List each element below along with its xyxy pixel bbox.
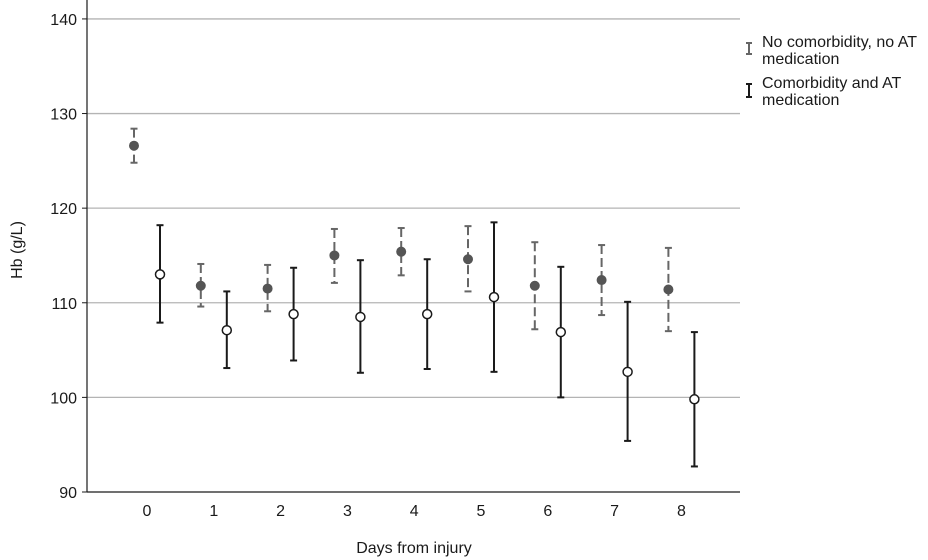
legend-item-comorbidity: Comorbidity and AT medication [742, 75, 928, 109]
x-tick-label: 2 [276, 503, 285, 520]
mean-point [596, 275, 607, 286]
x-tick-labels: 0 1 2 3 4 5 6 7 8 [143, 503, 686, 520]
mean-point [488, 291, 500, 303]
errorbar-no-comorbidity [463, 225, 473, 293]
y-tick-label: 140 [50, 12, 77, 29]
gridlines [87, 18, 740, 399]
mean-point [529, 280, 540, 291]
x-tick-label: 8 [677, 503, 686, 520]
legend-swatch-dashed-errorbar [746, 42, 752, 55]
errorbar-comorbidity [555, 265, 567, 399]
mean-point [622, 366, 633, 378]
errorbar-comorbidity [421, 258, 433, 370]
errorbar-no-comorbidity [195, 262, 206, 308]
axes [82, 0, 740, 493]
y-tick-label: 130 [50, 107, 77, 124]
y-tick-labels: 90 100 110 120 130 140 [50, 12, 77, 502]
x-tick-label: 1 [209, 503, 218, 520]
mean-point [663, 284, 674, 295]
errorbar-no-comorbidity [396, 227, 407, 277]
mean-point [355, 311, 366, 323]
errorbar-comorbidity [154, 224, 166, 324]
errorbar-comorbidity [622, 300, 633, 442]
errorbar-comorbidity [288, 266, 299, 362]
mean-point [154, 269, 166, 280]
errorbar-no-comorbidity [262, 263, 273, 313]
mean-point [421, 308, 433, 320]
legend: No comorbidity, no AT medication Comorbi… [742, 34, 928, 116]
errorbar-comorbidity [355, 259, 366, 374]
x-tick-label: 4 [410, 503, 419, 520]
mean-point [262, 283, 273, 294]
x-tick-label: 5 [477, 503, 486, 520]
y-axis-label: Hb (g/L) [9, 221, 26, 279]
x-axis-label: Days from injury [356, 540, 472, 557]
errorbar-comorbidity [488, 221, 500, 373]
errorbar-no-comorbidity [596, 244, 607, 317]
x-tick-label: 6 [543, 503, 552, 520]
mean-point [396, 246, 407, 257]
mean-point [689, 394, 700, 405]
mean-point [288, 308, 299, 320]
errorbar-no-comorbidity [129, 127, 139, 164]
legend-item-no-comorbidity: No comorbidity, no AT medication [742, 34, 928, 68]
x-tick-label: 0 [143, 503, 152, 520]
errorbar-comorbidity [689, 331, 700, 468]
y-tick-label: 100 [50, 390, 77, 407]
errorbar-no-comorbidity [329, 227, 340, 284]
mean-point [463, 254, 473, 265]
mean-point [329, 250, 340, 261]
x-tick-label: 7 [610, 503, 619, 520]
legend-swatch-solid-errorbar [746, 83, 752, 98]
x-tick-label: 3 [343, 503, 352, 520]
y-tick-label: 120 [50, 201, 77, 218]
y-tick-label: 90 [59, 485, 77, 502]
mean-point [129, 140, 139, 151]
mean-point [195, 280, 206, 291]
legend-label: No comorbidity, no AT medication [762, 34, 917, 68]
y-tick-label: 110 [51, 296, 77, 313]
mean-point [221, 324, 233, 336]
errorbar-comorbidity [221, 290, 233, 370]
mean-point [555, 326, 567, 338]
errorbar-no-comorbidity [529, 241, 540, 331]
legend-label: Comorbidity and AT medication [762, 75, 902, 109]
errorbar-no-comorbidity [663, 246, 674, 333]
data-marks [129, 127, 700, 468]
